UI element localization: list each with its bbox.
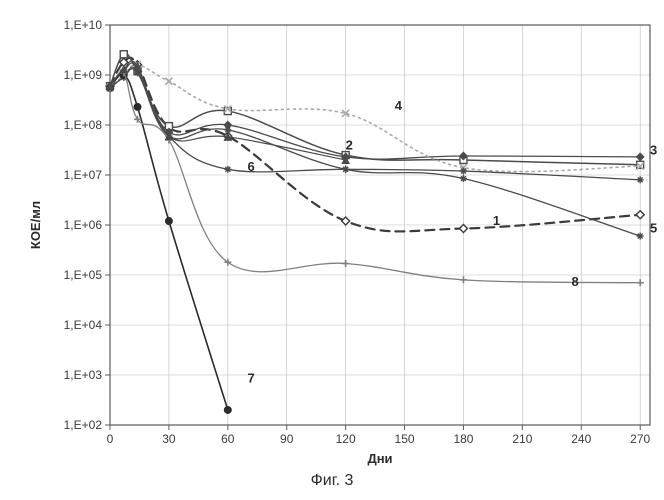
x-tick-label: 120	[336, 432, 356, 446]
figure-caption: Фиг. 3	[311, 472, 354, 489]
y-tick-label: 1,E+07	[64, 168, 103, 182]
y-tick-label: 1,E+03	[64, 368, 103, 382]
series-label-6: 6	[247, 159, 254, 174]
y-tick-label: 1,E+05	[64, 268, 103, 282]
y-tick-label: 1,E+02	[64, 418, 103, 432]
y-tick-label: 1,E+06	[64, 218, 103, 232]
series-label-8: 8	[571, 274, 578, 289]
x-tick-label: 180	[453, 432, 473, 446]
y-tick-label: 1,E+10	[64, 18, 103, 32]
x-tick-label: 0	[107, 432, 114, 446]
series-label-1: 1	[493, 213, 500, 228]
x-tick-label: 150	[395, 432, 415, 446]
chart-wrapper: 0 30 60 90 120 150 180 210 240 270 Дни 1,E+02 1,E+03…	[0, 0, 664, 500]
x-tick-label: 270	[630, 432, 650, 446]
series-label-7: 7	[247, 371, 254, 386]
x-tick-label: 30	[162, 432, 176, 446]
series-label-4: 4	[395, 98, 403, 113]
series-label-2: 2	[346, 138, 353, 153]
series-label-5: 5	[650, 221, 657, 236]
y-tick-label: 1,E+09	[64, 68, 103, 82]
chart-svg: 0 30 60 90 120 150 180 210 240 270 Дни 1,E+02 1,E+03…	[0, 0, 664, 500]
y-tick-label: 1,E+08	[64, 118, 103, 132]
x-axis-title: Дни	[367, 451, 392, 466]
y-tick-label: 1,E+04	[64, 318, 103, 332]
x-tick-label: 90	[280, 432, 294, 446]
series-label-3: 3	[650, 142, 657, 157]
x-tick-label: 240	[571, 432, 591, 446]
x-tick-label: 60	[221, 432, 235, 446]
y-axis-title: КОЕ/мл	[28, 201, 43, 249]
x-tick-label: 210	[512, 432, 532, 446]
